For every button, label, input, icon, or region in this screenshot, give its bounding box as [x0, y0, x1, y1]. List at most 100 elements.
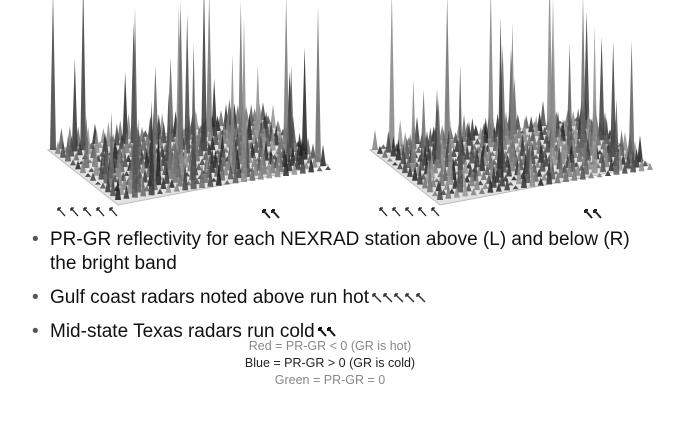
spike	[224, 180, 231, 185]
spike	[190, 42, 197, 190]
spike	[227, 163, 234, 180]
spike	[286, 153, 293, 171]
spike	[571, 162, 578, 181]
spike	[536, 112, 543, 132]
spike	[163, 164, 170, 184]
spike	[65, 135, 71, 162]
spike	[105, 176, 111, 193]
spike	[457, 64, 464, 193]
spike	[311, 155, 318, 168]
spike	[403, 137, 410, 160]
spike	[447, 117, 454, 185]
spike	[563, 136, 570, 160]
spike	[596, 173, 603, 178]
spike	[218, 109, 224, 126]
spike	[511, 175, 517, 181]
bullet-list: PR-GR reflectivity for each NEXRAD stati…	[28, 228, 648, 354]
spike	[388, 0, 395, 148]
spike	[155, 132, 162, 186]
spike	[126, 166, 133, 194]
spike	[212, 121, 219, 145]
spike	[73, 152, 80, 161]
spike	[625, 150, 632, 169]
spike	[479, 129, 486, 149]
spike	[201, 0, 207, 152]
arrow-icon	[379, 207, 388, 217]
spike	[598, 36, 605, 141]
spike	[524, 140, 531, 183]
spike	[474, 138, 481, 145]
spike	[195, 162, 202, 171]
spike	[122, 152, 128, 168]
spike	[480, 169, 487, 181]
spike	[70, 159, 76, 166]
spike	[207, 114, 214, 142]
spike	[482, 117, 489, 144]
spike	[76, 141, 83, 156]
spike	[539, 146, 546, 172]
spike	[88, 167, 95, 172]
spike	[148, 100, 155, 196]
spike	[647, 163, 653, 170]
bullet-text: Mid-state Texas radars run cold	[50, 321, 315, 342]
spike	[385, 130, 392, 153]
spike	[115, 176, 121, 200]
spike	[566, 43, 573, 155]
spike	[105, 121, 112, 147]
spike	[556, 126, 563, 147]
spike	[121, 172, 128, 190]
spike	[452, 174, 459, 189]
spike	[315, 6, 321, 163]
spike	[546, 156, 553, 185]
spike	[528, 115, 535, 133]
spike	[103, 135, 110, 184]
spike	[541, 126, 548, 135]
spike	[95, 181, 101, 185]
spike	[462, 181, 469, 197]
spike	[504, 123, 511, 145]
spike	[299, 152, 306, 174]
spike	[465, 182, 472, 192]
spike	[140, 131, 147, 151]
spike	[506, 160, 512, 177]
spike	[435, 98, 442, 169]
spike	[168, 178, 175, 188]
spike	[469, 117, 476, 141]
spike	[580, 0, 586, 157]
spike	[474, 173, 480, 191]
spike	[80, 0, 87, 151]
spike	[269, 153, 276, 174]
spike	[621, 163, 628, 174]
spike	[288, 65, 295, 158]
spike	[260, 102, 266, 120]
spike	[264, 124, 271, 147]
spike	[113, 123, 120, 146]
arrow-icon	[70, 207, 79, 217]
spike	[415, 146, 422, 153]
spike	[427, 127, 434, 147]
spike	[603, 117, 610, 145]
legend-line: Blue = PR-GR > 0 (GR is cold)	[244, 356, 416, 370]
spike	[422, 174, 428, 189]
spike	[254, 64, 261, 139]
spike	[477, 180, 484, 186]
spike	[608, 157, 615, 171]
spike	[283, 0, 290, 154]
spike	[600, 152, 606, 173]
spike	[622, 131, 628, 151]
spike	[266, 158, 273, 179]
arrow-icons	[372, 293, 426, 303]
spike	[637, 135, 643, 163]
arrow-icon	[96, 207, 105, 217]
spike	[482, 182, 489, 189]
arrow-icon	[262, 209, 271, 219]
arrow-icon	[405, 207, 414, 217]
spike	[546, 0, 553, 139]
arrow-icon	[392, 207, 401, 217]
spike	[320, 144, 326, 167]
arrow-icon	[57, 207, 66, 217]
spike	[484, 164, 491, 176]
spike	[257, 159, 264, 180]
spike	[232, 162, 239, 184]
